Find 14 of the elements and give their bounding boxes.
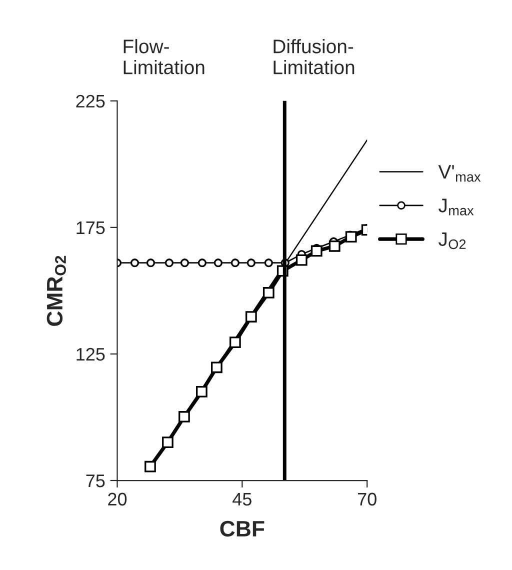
x-tick-label: 45: [232, 492, 252, 506]
legend-label: J$_{max}$: [438, 198, 474, 216]
text: Flow- Limitation: [124, 39, 204, 74]
x-tick-label: 20: [108, 492, 127, 506]
y-axis-title: CMR$_{O2}$: [46, 256, 66, 326]
text: Diffusion- Limitation: [274, 39, 354, 74]
y-tick-label: 75: [86, 474, 105, 488]
legend-label: V'$_{max}$: [438, 165, 481, 182]
y-tick-label: 125: [76, 348, 105, 361]
x-tick-label: 70: [358, 492, 376, 506]
x-axis-title: CBF: [220, 520, 264, 537]
y-tick-label: 225: [76, 94, 105, 108]
legend-label: J$_{O2}$: [438, 232, 466, 250]
y-tick-label: 175: [76, 222, 105, 234]
